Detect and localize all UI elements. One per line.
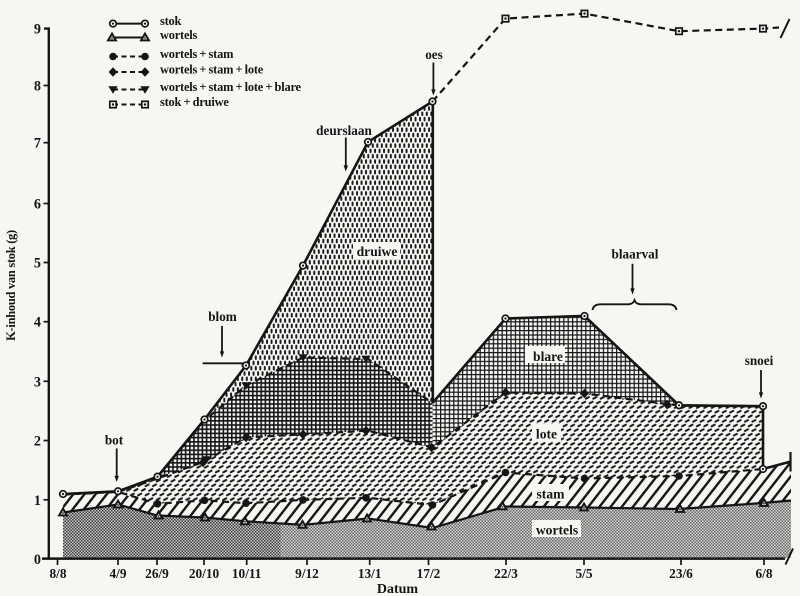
svg-text:5: 5 xyxy=(34,256,41,272)
svg-text:druiwe: druiwe xyxy=(357,244,398,259)
svg-text:deurslaan: deurslaan xyxy=(316,123,372,138)
svg-text:wortels: wortels xyxy=(536,523,578,538)
svg-text:9: 9 xyxy=(34,22,41,38)
svg-text:3: 3 xyxy=(34,374,41,390)
svg-text:10/11: 10/11 xyxy=(232,566,262,581)
svg-text:4: 4 xyxy=(34,315,41,331)
svg-text:8/8: 8/8 xyxy=(50,566,67,581)
svg-text:2: 2 xyxy=(34,434,41,450)
svg-text:5/5: 5/5 xyxy=(576,566,593,581)
svg-text:wortels: wortels xyxy=(160,28,198,42)
svg-text:13/1: 13/1 xyxy=(358,566,382,581)
svg-text:bot: bot xyxy=(105,433,124,448)
svg-text:wortels + stam: wortels + stam xyxy=(160,47,234,61)
svg-text:7: 7 xyxy=(34,136,41,152)
svg-text:6/8: 6/8 xyxy=(756,566,773,581)
svg-text:stam: stam xyxy=(537,487,566,502)
svg-text:snoei: snoei xyxy=(745,353,774,368)
svg-text:0: 0 xyxy=(34,552,41,568)
svg-text:1: 1 xyxy=(34,493,41,509)
svg-text:lote: lote xyxy=(536,427,557,442)
svg-text:17/2: 17/2 xyxy=(417,566,441,581)
svg-text:stok + druiwe: stok + druiwe xyxy=(160,95,229,109)
svg-text:blom: blom xyxy=(208,309,237,324)
svg-text:Datum: Datum xyxy=(377,582,419,596)
svg-text:4/9: 4/9 xyxy=(110,566,127,581)
svg-text:blare: blare xyxy=(533,349,563,364)
svg-text:9/12: 9/12 xyxy=(295,566,319,581)
svg-text:K-inhoud van stok (g): K-inhoud van stok (g) xyxy=(4,230,18,341)
svg-text:6: 6 xyxy=(34,197,41,213)
svg-text:oes: oes xyxy=(425,47,443,62)
svg-text:wortels + stam + lote: wortels + stam + lote xyxy=(160,62,264,76)
svg-text:wortels + stam + lote + blare: wortels + stam + lote + blare xyxy=(160,80,302,94)
svg-text:blaarval: blaarval xyxy=(612,247,659,262)
svg-text:8: 8 xyxy=(34,79,41,95)
svg-text:20/10: 20/10 xyxy=(189,566,220,581)
svg-text:22/3: 22/3 xyxy=(494,566,518,581)
svg-text:23/6: 23/6 xyxy=(669,566,693,581)
svg-text:26/9: 26/9 xyxy=(145,566,169,581)
svg-text:stok: stok xyxy=(160,14,182,28)
